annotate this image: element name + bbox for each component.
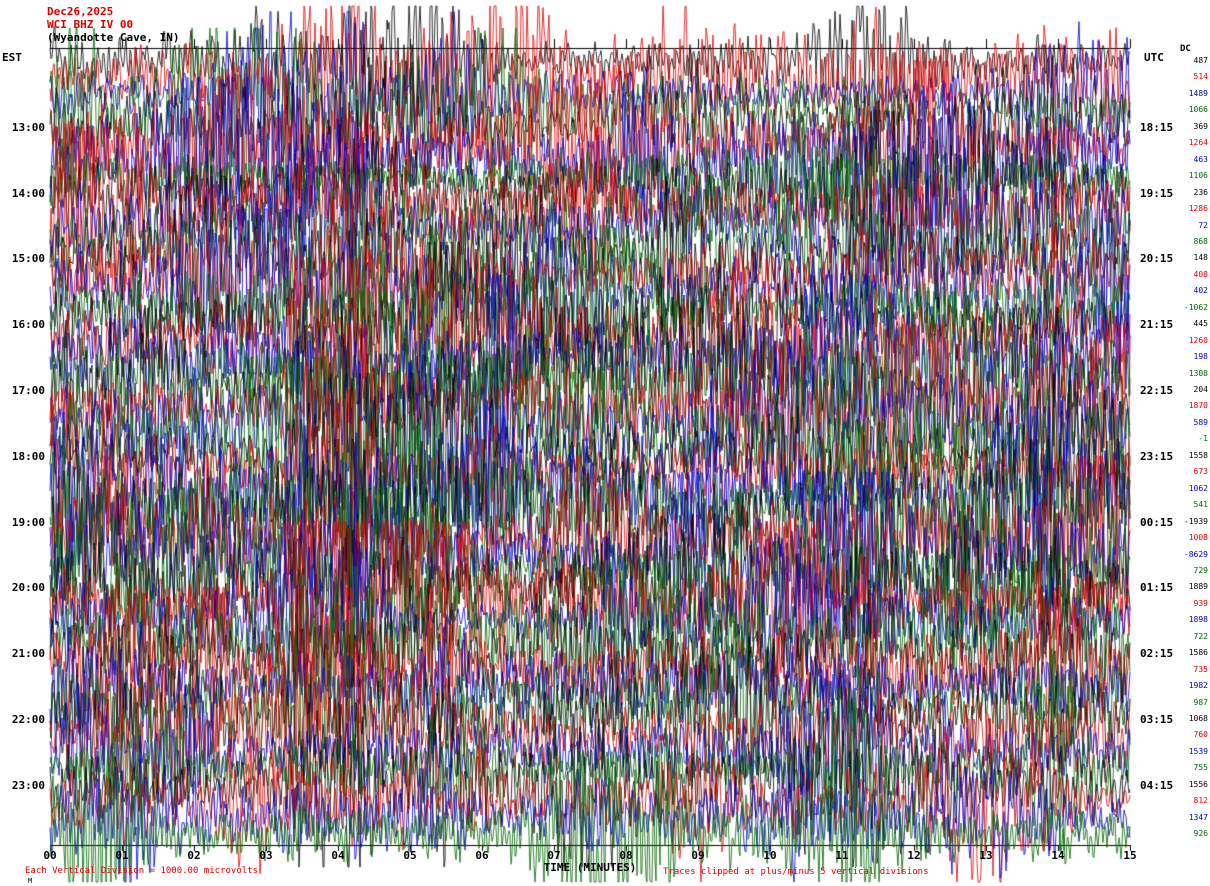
clip-note: Traces clipped at plus/minus 5 vertical … (663, 867, 929, 877)
dc-value: 1586 (1188, 648, 1208, 658)
dc-value: 541 (1193, 500, 1208, 510)
dc-value: 72 (1198, 220, 1208, 230)
dc-value: 402 (1193, 286, 1208, 296)
left-axis-tick: 17:00 (11, 384, 45, 397)
dc-value: 236 (1193, 187, 1208, 197)
dc-value: 673 (1193, 467, 1208, 477)
left-axis-tick: 19:00 (11, 515, 45, 529)
x-axis-tick: 12 (907, 849, 921, 862)
right-axis-tick: 18:15 (1140, 120, 1174, 134)
dc-value: 1489 (1188, 88, 1208, 98)
left-axis-tick: 21:00 (11, 647, 45, 661)
dc-value: 1889 (1188, 582, 1208, 592)
right-axis-tick: 01:15 (1140, 581, 1174, 595)
right-axis-tick: 00:15 (1140, 515, 1174, 529)
dc-value: 735 (1193, 664, 1208, 674)
vertical-division-note: Each Vertical Division = 1000.00 microvo… (25, 866, 258, 876)
dc-value: 722 (1193, 631, 1208, 641)
left-axis-tick: 18:00 (11, 449, 45, 463)
dc-value: 369 (1193, 121, 1208, 131)
right-axis-tick: 19:15 (1140, 186, 1174, 200)
date-label: Dec26,2025 (47, 5, 114, 18)
x-axis-tick: 01 (115, 849, 129, 862)
dc-value: 729 (1193, 565, 1208, 575)
dc-column-header: DC (1180, 44, 1191, 54)
dc-value: 868 (1193, 236, 1208, 246)
location-label: (Wyandotte Cave, IN) (47, 31, 180, 44)
watermark: M (28, 877, 33, 885)
dc-value: 1260 (1188, 335, 1208, 345)
x-axis-tick: 03 (259, 849, 273, 862)
x-axis-tick: 06 (475, 849, 489, 862)
dc-value: 487 (1193, 56, 1208, 65)
left-axis-tick: 13:00 (11, 120, 45, 134)
dc-value: 812 (1193, 796, 1208, 806)
station-label: WCI BHZ IV 00 (47, 18, 134, 31)
dc-value: 1286 (1188, 204, 1208, 214)
dc-value: 1556 (1188, 779, 1208, 789)
left-axis-tick: 20:00 (11, 581, 45, 595)
left-axis-tick: 23:00 (11, 778, 45, 792)
dc-value: 1539 (1188, 746, 1208, 756)
x-axis-tick: 04 (331, 849, 345, 862)
right-axis-tick: 21:15 (1140, 318, 1174, 332)
dc-value: 589 (1193, 417, 1208, 427)
right-axis-tick: 02:15 (1140, 647, 1174, 661)
right-axis-tick: 23:15 (1140, 449, 1174, 463)
x-axis-tick: 15 (1123, 849, 1137, 862)
dc-value: 198 (1193, 352, 1208, 362)
dc-value: 1870 (1188, 401, 1208, 411)
dc-value: 1898 (1188, 615, 1208, 625)
dc-value: 1068 (1188, 714, 1208, 723)
right-axis-tick: 03:15 (1140, 713, 1174, 726)
right-axis-tick: 20:15 (1140, 252, 1174, 266)
dc-value: -1 (1198, 434, 1208, 444)
dc-value: 1062 (1188, 483, 1208, 493)
x-axis-tick: 13 (979, 849, 993, 862)
left-axis-title: EST (2, 51, 22, 64)
dc-value: 408 (1193, 269, 1208, 279)
left-axis-tick: 14:00 (11, 186, 45, 200)
left-axis-tick: 16:00 (11, 318, 45, 332)
dc-value: 445 (1193, 319, 1208, 329)
dc-value: -8629 (1183, 549, 1208, 559)
dc-value: 1558 (1188, 450, 1208, 460)
x-axis-tick: 00 (43, 849, 57, 862)
dc-value: 463 (1193, 154, 1208, 164)
dc-value: 760 (1193, 730, 1208, 740)
dc-value: -1939 (1183, 516, 1208, 526)
dc-value: 148 (1193, 253, 1208, 263)
dc-value: 1066 (1188, 105, 1208, 115)
right-axis-title: UTC (1144, 51, 1164, 64)
dc-value: -1062 (1183, 302, 1208, 312)
x-axis-tick: 14 (1051, 849, 1065, 862)
dc-value: 939 (1193, 598, 1208, 608)
dc-value: 1106 (1188, 171, 1208, 181)
dc-value: 755 (1193, 763, 1208, 773)
x-axis-tick: 10 (763, 849, 777, 862)
right-axis-tick: 04:15 (1140, 778, 1174, 792)
dc-value: 1308 (1188, 368, 1208, 378)
x-axis-tick: 11 (835, 849, 849, 862)
dc-value: 514 (1193, 72, 1208, 82)
dc-value: 1347 (1188, 812, 1208, 822)
right-axis-tick: 22:15 (1140, 384, 1174, 397)
x-axis-tick: 02 (187, 849, 201, 862)
x-axis-tick: 07 (547, 849, 561, 862)
dc-value: 1982 (1188, 681, 1208, 691)
left-axis-tick: 22:00 (11, 713, 45, 726)
left-axis-tick: 15:00 (11, 252, 45, 266)
dc-value: 204 (1193, 385, 1208, 394)
x-axis-tick: 09 (691, 849, 705, 862)
x-axis-tick: 05 (403, 849, 417, 862)
dc-value: 926 (1193, 829, 1208, 839)
x-axis-tick: 08 (619, 849, 633, 862)
dc-value: 1008 (1188, 533, 1208, 543)
x-axis-title: TIME (MINUTES) (543, 861, 637, 874)
dc-value: 1264 (1188, 138, 1208, 148)
dc-value: 987 (1193, 697, 1208, 707)
